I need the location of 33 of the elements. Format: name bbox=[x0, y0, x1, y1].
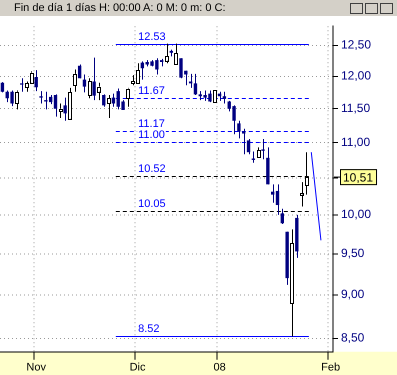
y-tick-label: 9,50 bbox=[341, 246, 365, 260]
y-tick-label: 12,50 bbox=[341, 38, 372, 52]
x-tick-label: Feb bbox=[321, 361, 340, 374]
candlestick bbox=[0, 82, 4, 93]
x-tick-label: 08 bbox=[213, 361, 226, 374]
ref-line-label: 11.00 bbox=[138, 129, 165, 142]
x-tick-label: Dic bbox=[130, 361, 146, 374]
candlestick bbox=[34, 70, 38, 92]
text: 10,51 bbox=[343, 170, 374, 184]
y-tick-label: 8,50 bbox=[341, 330, 365, 345]
candlestick bbox=[242, 128, 246, 155]
chart-title: Fin de día 1 días H: 00:00 A: 0 M: 0 m: 0 C: bbox=[13, 2, 226, 14]
y-tick-label: 11,00 bbox=[341, 134, 370, 149]
y-tick-label: 12,00 bbox=[341, 68, 372, 83]
ref-line-label: 12.53 bbox=[138, 31, 166, 44]
candlestick bbox=[237, 120, 241, 139]
ref-line-label: 10.52 bbox=[138, 163, 166, 176]
candlestick bbox=[78, 64, 82, 79]
ref-line-label: 10.05 bbox=[138, 198, 166, 210]
candlestick bbox=[252, 151, 256, 164]
x-tick-label: Nov bbox=[26, 361, 46, 374]
candlestick bbox=[63, 97, 67, 122]
candlestick bbox=[188, 73, 192, 88]
y-tick-label: 9,00 bbox=[341, 287, 365, 302]
candlestick bbox=[261, 138, 265, 160]
candlestick bbox=[92, 57, 96, 101]
y-tick-label: 11,50 bbox=[341, 101, 370, 116]
ref-line-label: 8.52 bbox=[138, 323, 160, 336]
ref-line-label: 11.67 bbox=[138, 85, 165, 98]
ref-line-label: 11.17 bbox=[138, 118, 165, 130]
candlestick bbox=[222, 91, 226, 104]
y-tick-label: 10,00 bbox=[341, 207, 372, 222]
candlestick bbox=[102, 94, 106, 108]
